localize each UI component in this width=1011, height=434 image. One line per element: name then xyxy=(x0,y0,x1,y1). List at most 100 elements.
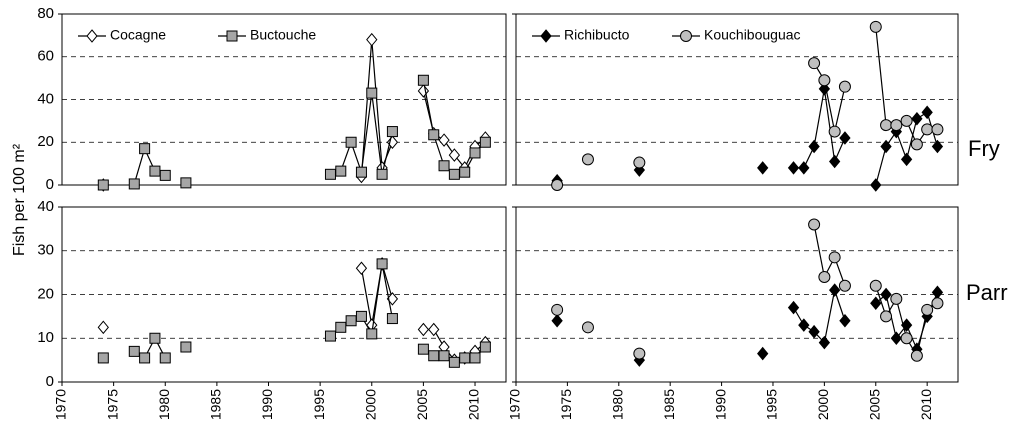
x-tick-label: 1985 xyxy=(208,389,224,420)
point xyxy=(428,350,440,362)
point xyxy=(345,315,357,327)
point xyxy=(386,126,398,138)
legend-marker xyxy=(226,30,238,42)
y-tick-label: 20 xyxy=(37,285,54,302)
point xyxy=(551,179,564,191)
point xyxy=(149,332,161,344)
y-tick-label: 0 xyxy=(46,176,54,193)
point xyxy=(448,356,460,368)
point xyxy=(829,283,841,297)
x-tick-label: 2010 xyxy=(918,389,934,420)
point xyxy=(900,114,913,127)
y-tick-label: 80 xyxy=(37,5,54,22)
row-label: Parr xyxy=(966,280,1008,305)
legend-label: Kouchibouguac xyxy=(704,27,801,43)
point xyxy=(438,133,450,147)
point xyxy=(97,179,109,191)
point xyxy=(180,341,192,353)
point xyxy=(931,123,944,136)
point xyxy=(757,346,769,361)
point xyxy=(900,152,913,167)
point xyxy=(438,350,450,362)
point xyxy=(428,129,440,141)
x-tick-label: 1990 xyxy=(259,389,275,420)
legend-label: Buctouche xyxy=(250,27,316,43)
point xyxy=(633,347,646,360)
point xyxy=(376,168,388,180)
point xyxy=(469,352,481,364)
x-tick-label: 1970 xyxy=(53,389,69,420)
legend-label: Cocagne xyxy=(110,27,166,43)
point xyxy=(839,313,851,328)
point xyxy=(345,136,357,148)
point xyxy=(828,251,841,264)
x-tick-label: 2000 xyxy=(362,389,378,420)
x-tick-label: 1975 xyxy=(104,389,120,420)
point xyxy=(366,328,378,340)
point xyxy=(869,20,882,33)
point xyxy=(366,32,378,47)
point xyxy=(828,125,841,138)
point xyxy=(355,310,367,322)
x-tick-label: 1975 xyxy=(558,389,574,420)
point xyxy=(633,156,646,169)
legend-marker xyxy=(540,29,552,43)
legend-marker xyxy=(680,30,692,42)
point xyxy=(787,161,800,175)
point xyxy=(376,258,388,270)
point xyxy=(921,123,934,136)
point xyxy=(448,168,460,180)
point xyxy=(551,313,563,328)
point xyxy=(159,352,171,364)
point xyxy=(911,111,923,126)
point xyxy=(757,161,769,175)
point xyxy=(808,324,820,339)
point xyxy=(417,322,430,337)
point xyxy=(581,321,594,334)
x-tick-label: 1990 xyxy=(712,389,728,420)
y-tick-label: 20 xyxy=(37,133,54,150)
point xyxy=(787,300,800,315)
point xyxy=(97,352,109,364)
point xyxy=(479,136,491,148)
point xyxy=(335,165,347,177)
point xyxy=(880,310,893,323)
plot-frame xyxy=(61,13,507,186)
point xyxy=(459,352,471,364)
point xyxy=(139,143,151,155)
legend-marker xyxy=(86,29,98,43)
x-tick-label: 2005 xyxy=(866,389,882,420)
series-line xyxy=(793,287,938,351)
point xyxy=(921,105,933,120)
y-tick-label: 0 xyxy=(46,373,54,390)
point xyxy=(386,135,399,150)
point xyxy=(139,352,151,364)
point xyxy=(417,74,429,86)
point xyxy=(838,80,851,93)
point xyxy=(829,154,841,169)
point xyxy=(931,285,944,300)
point xyxy=(838,279,851,292)
point xyxy=(931,297,944,310)
point xyxy=(870,296,882,311)
y-tick-label: 40 xyxy=(37,198,54,215)
point xyxy=(417,343,429,355)
x-tick-label: 1995 xyxy=(764,389,780,420)
point xyxy=(335,321,347,333)
x-tick-label: 2000 xyxy=(815,389,831,420)
point xyxy=(880,139,892,154)
point xyxy=(355,166,367,178)
point xyxy=(839,131,851,145)
point xyxy=(869,279,882,292)
x-tick-label: 1970 xyxy=(507,389,523,420)
point xyxy=(469,147,481,159)
x-tick-label: 1995 xyxy=(311,389,327,420)
y-tick-label: 10 xyxy=(37,329,54,346)
point xyxy=(149,165,161,177)
point xyxy=(921,303,934,316)
point xyxy=(910,349,923,362)
point xyxy=(818,335,831,350)
plot-frame xyxy=(515,206,959,383)
y-axis-label: Fish per 100 m² xyxy=(11,143,28,256)
